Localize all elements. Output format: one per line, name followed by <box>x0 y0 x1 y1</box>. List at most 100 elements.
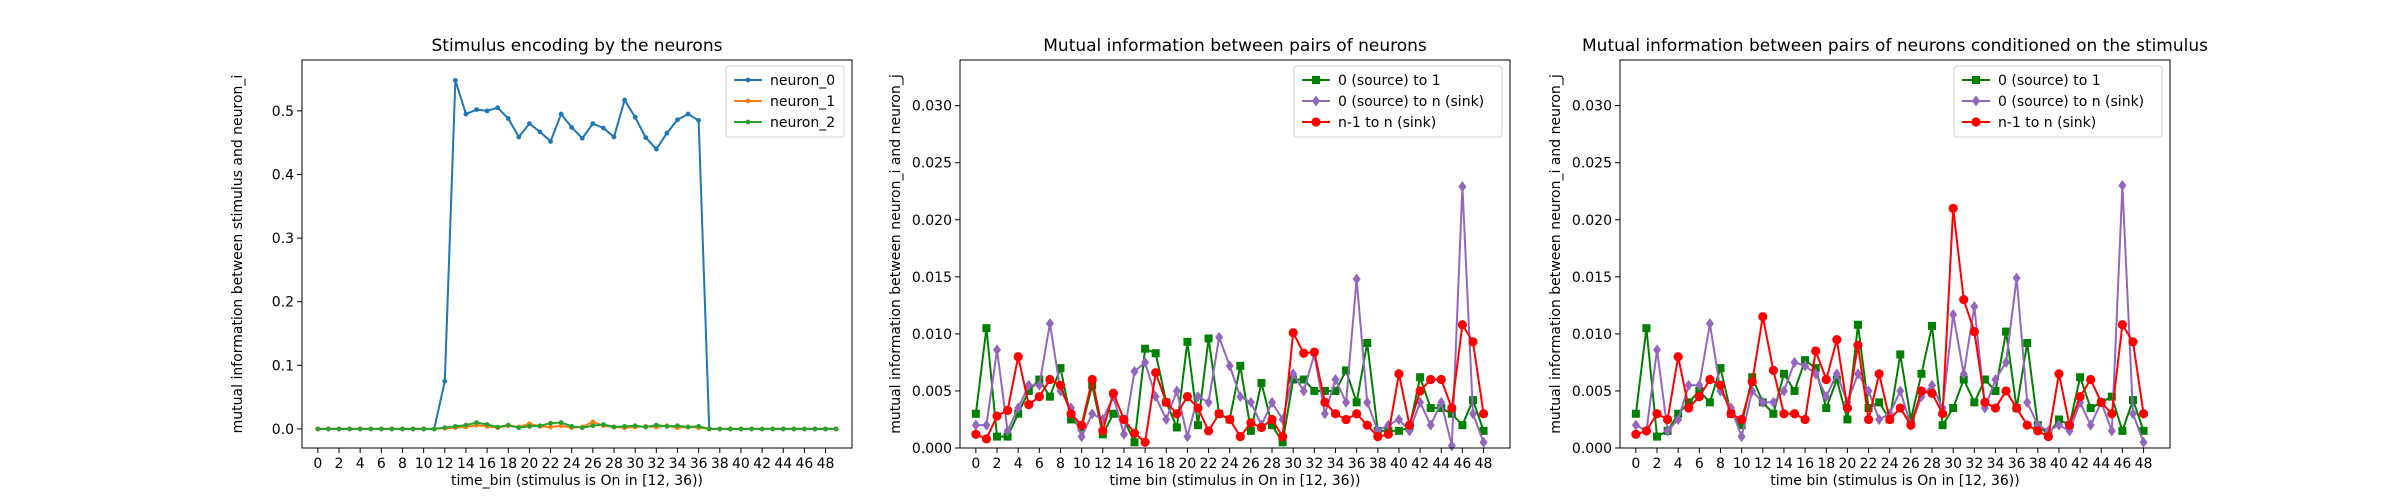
data-point <box>1832 368 1841 380</box>
data-point <box>1673 352 1683 362</box>
data-point <box>1151 391 1160 403</box>
data-point <box>1980 397 1990 407</box>
x-tick-label: 14 <box>457 456 475 472</box>
x-tick-label: 34 <box>1987 456 2005 472</box>
data-point <box>1267 414 1277 425</box>
data-point <box>1758 396 1767 408</box>
data-point <box>1130 438 1139 447</box>
data-point <box>1214 409 1224 419</box>
data-point <box>1737 414 1747 425</box>
y-tick-label: 0.030 <box>912 99 952 115</box>
data-point <box>1310 386 1319 395</box>
data-point <box>1715 380 1726 390</box>
data-point <box>992 411 1002 421</box>
x-tick-label: 44 <box>2092 456 2110 472</box>
data-point <box>1151 368 1161 378</box>
data-point <box>1141 356 1150 368</box>
data-point <box>738 426 744 432</box>
data-point <box>2086 374 2096 385</box>
data-point <box>1077 431 1086 443</box>
data-point <box>527 423 532 429</box>
data-point <box>1130 366 1139 378</box>
data-point <box>1268 396 1277 408</box>
y-tick-label: 0.1 <box>272 358 294 374</box>
x-tick-label: 16 <box>1796 456 1814 472</box>
data-point <box>833 426 839 432</box>
data-point <box>1747 377 1757 387</box>
legend-marker <box>1312 76 1320 84</box>
y-tick-label: 0.025 <box>912 156 952 172</box>
data-point <box>2107 392 2116 401</box>
data-point <box>474 420 479 425</box>
x-tick-label: 20 <box>1178 456 1196 472</box>
data-point <box>1864 385 1873 397</box>
data-point <box>1959 368 1968 380</box>
data-point <box>326 426 331 432</box>
data-point <box>1447 409 1456 418</box>
x-tick-label: 20 <box>520 456 538 472</box>
data-point <box>717 426 723 432</box>
x-tick-label: 12 <box>436 456 454 472</box>
data-point <box>2054 369 2064 379</box>
x-tick-label: 8 <box>398 456 407 472</box>
data-point <box>1362 420 1372 430</box>
data-point <box>653 422 659 428</box>
data-point <box>1684 379 1693 391</box>
data-point <box>1045 392 1054 401</box>
legend-label: 0 (source) to 1 <box>1998 73 2101 89</box>
x-tick-label: 10 <box>415 456 433 472</box>
data-point <box>1737 421 1746 430</box>
data-point <box>1768 365 1778 375</box>
data-point <box>1447 440 1456 452</box>
data-point <box>452 423 458 429</box>
data-point <box>1758 312 1768 322</box>
data-point <box>1077 420 1087 430</box>
data-point <box>1119 428 1128 440</box>
data-point <box>1151 349 1160 358</box>
data-point <box>2139 426 2148 435</box>
data-point <box>1161 397 1171 407</box>
legend-box <box>1293 65 1503 138</box>
data-point <box>812 426 818 432</box>
data-point <box>1236 361 1245 370</box>
data-point <box>1822 404 1831 413</box>
y-axis-label: mutual information between stimulus and … <box>230 75 246 434</box>
series-3 <box>1631 203 2149 442</box>
data-point <box>569 125 575 130</box>
x-tick-label: 24 <box>1221 456 1239 472</box>
data-point <box>1769 396 1778 408</box>
data-point <box>1246 426 1255 435</box>
data-point <box>2118 426 2127 435</box>
data-point <box>1183 431 1192 443</box>
data-point <box>632 423 638 429</box>
data-point <box>1821 374 1831 385</box>
x-tick-label: 22 <box>542 456 560 472</box>
data-point <box>1320 397 1330 407</box>
x-tick-label: 48 <box>817 456 835 472</box>
data-point <box>2002 356 2011 368</box>
data-point <box>452 77 458 83</box>
data-point <box>1458 181 1467 193</box>
data-point <box>2128 408 2137 420</box>
x-tick-label: 0 <box>313 456 322 472</box>
data-point <box>1895 403 1905 413</box>
data-point <box>1906 420 1916 430</box>
data-point <box>1938 421 1947 430</box>
data-point <box>653 146 659 152</box>
data-point <box>1024 386 1033 395</box>
data-point <box>2054 419 2063 431</box>
data-point <box>1277 431 1288 442</box>
x-tick-label: 28 <box>605 456 623 472</box>
data-point <box>1917 369 1926 378</box>
data-point <box>1288 328 1298 338</box>
data-point <box>1024 400 1034 410</box>
data-point <box>1695 386 1704 395</box>
data-point <box>579 425 585 431</box>
data-point <box>664 130 670 136</box>
data-point <box>981 434 992 444</box>
data-point <box>368 426 374 432</box>
series-3 <box>315 420 839 432</box>
data-point <box>1299 385 1308 397</box>
data-point <box>463 422 469 428</box>
